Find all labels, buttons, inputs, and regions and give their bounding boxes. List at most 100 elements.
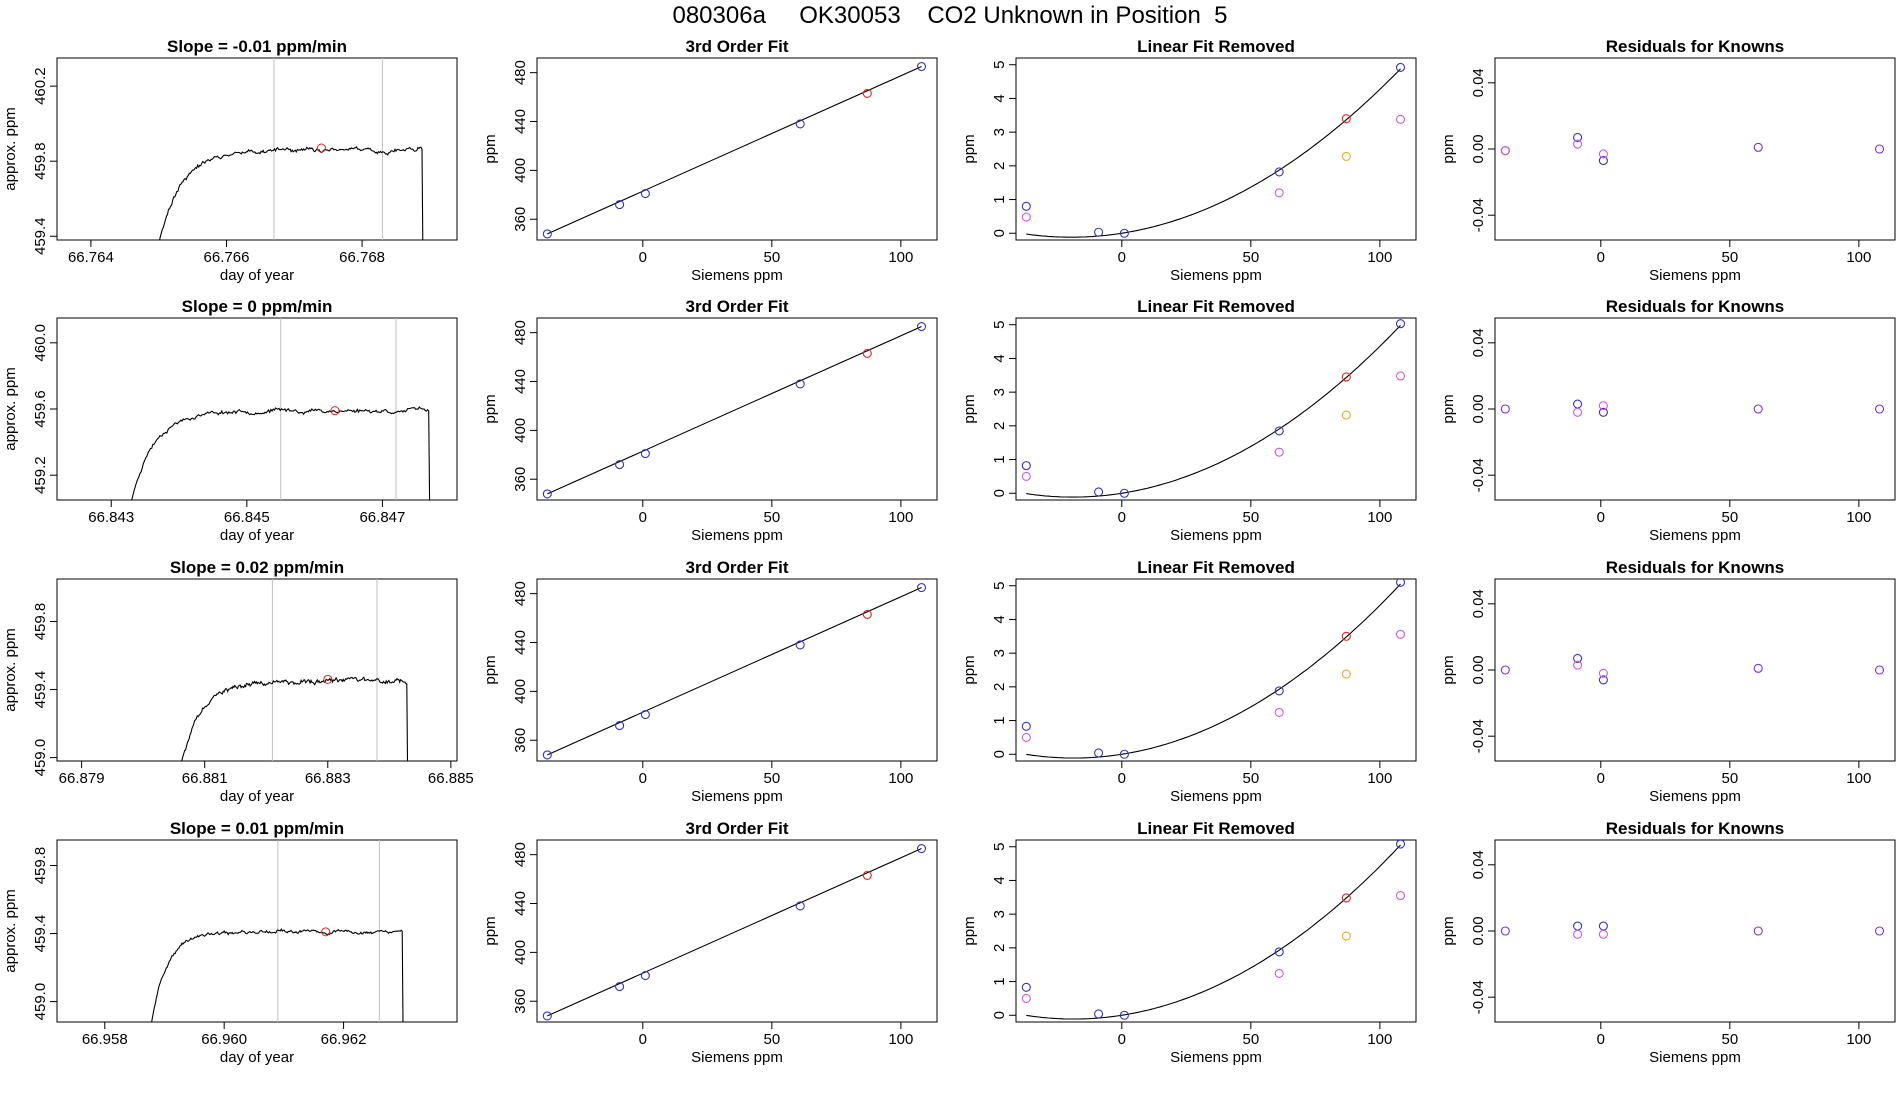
x-axis-label: day of year: [220, 267, 294, 284]
data-point-blue: [916, 844, 927, 854]
data-point-blue: [1598, 921, 1608, 931]
y-tick-label: 1: [991, 977, 1008, 985]
y-tick-label: 400: [512, 940, 529, 965]
data-point-red: [1341, 893, 1351, 903]
x-tick-label: 66.881: [182, 770, 228, 787]
fit-line: [547, 66, 922, 235]
data-point-magenta: [1395, 114, 1406, 124]
y-tick-label: 0.04: [1470, 850, 1487, 879]
data-point-magenta: [1598, 668, 1608, 678]
data-point-purple: [1874, 144, 1885, 154]
concentration-trace: [131, 406, 431, 500]
data-point-blue: [1094, 227, 1104, 237]
x-tick-label: 50: [1721, 509, 1738, 526]
panel-title: Residuals for Knowns: [1606, 37, 1785, 56]
y-tick-label: 5: [991, 843, 1008, 851]
y-axis-label: approx. ppm: [2, 107, 19, 190]
data-layer: [131, 318, 431, 500]
x-tick-label: 0: [639, 1031, 647, 1048]
y-tick-label: 400: [512, 418, 529, 443]
data-point-magenta: [1395, 371, 1406, 381]
panel-linear-fit-removed-row-1: Linear Fit Removed 0 50 100 Siemens ppm 0 1 2 3 4…: [961, 297, 1417, 544]
data-point-red: [862, 870, 872, 880]
y-axis-label: ppm: [482, 394, 499, 423]
x-tick-label: 66.845: [224, 509, 270, 526]
x-tick-label: 50: [1242, 1031, 1259, 1048]
x-tick-label: 66.958: [82, 1031, 128, 1048]
data-point-magenta: [1573, 139, 1583, 149]
y-tick-label: 360: [512, 989, 529, 1014]
x-axis-label: Siemens ppm: [1170, 267, 1262, 284]
y-tick-label: 440: [512, 630, 529, 655]
y-tick-label: 4: [991, 876, 1008, 884]
x-tick-label: 50: [1242, 770, 1259, 787]
x-tick-label: 100: [1846, 509, 1871, 526]
data-point-blue: [1119, 228, 1129, 238]
y-tick-label: 0.04: [1470, 589, 1487, 618]
y-axis-label: ppm: [961, 134, 978, 163]
data-point-blue: [542, 1011, 552, 1021]
data-point-purple: [1753, 926, 1763, 936]
y-axis-label: approx. ppm: [2, 889, 19, 972]
data-point-blue: [1395, 840, 1406, 849]
plot-frame: [1494, 839, 1896, 1023]
data-point-blue: [615, 460, 625, 470]
data-point-blue: [1395, 579, 1406, 587]
y-tick-label: 460.2: [32, 67, 49, 105]
data-point-blue: [795, 119, 805, 129]
plot-frame: [1015, 839, 1417, 1023]
x-axis-label: Siemens ppm: [691, 527, 783, 544]
y-tick-label: -0.04: [1470, 458, 1487, 492]
x-axis-label: Siemens ppm: [691, 1049, 783, 1066]
x-tick-label: 100: [888, 509, 913, 526]
data-point-blue: [615, 721, 625, 731]
x-axis-label: day of year: [220, 788, 294, 805]
plot-frame: [536, 578, 938, 762]
x-tick-label: 66.768: [339, 249, 385, 266]
data-point-magenta: [1500, 146, 1510, 156]
plot-frame: [1494, 317, 1896, 501]
data-point-blue: [1094, 487, 1104, 497]
plot-frame: [1494, 578, 1896, 762]
x-tick-label: 0: [1118, 770, 1126, 787]
data-point-orange: [1341, 669, 1351, 679]
panel-linear-fit-removed-row-0: Linear Fit Removed 0 50 100 Siemens ppm 0 1 2 3 4…: [961, 37, 1417, 284]
x-tick-label: 66.764: [68, 249, 114, 266]
x-tick-label: 0: [1597, 249, 1605, 266]
y-tick-label: 459.4: [32, 671, 49, 709]
data-layer: [542, 62, 927, 239]
panel-title: Linear Fit Removed: [1137, 37, 1295, 56]
data-point-blue: [1573, 132, 1583, 142]
panel-title: Residuals for Knowns: [1606, 297, 1785, 316]
data-point-blue: [1573, 921, 1583, 931]
y-tick-label: 459.8: [32, 847, 49, 885]
fit-line: [547, 326, 922, 495]
x-tick-label: 50: [1242, 509, 1259, 526]
data-layer: [1500, 921, 1885, 939]
x-tick-label: 100: [1846, 770, 1871, 787]
y-tick-label: 0.00: [1470, 134, 1487, 163]
x-axis-label: day of year: [220, 527, 294, 544]
data-point-blue: [1274, 686, 1284, 696]
data-point-blue: [1274, 426, 1284, 436]
x-axis-label: Siemens ppm: [691, 267, 783, 284]
y-tick-label: -0.04: [1470, 198, 1487, 232]
panel-title: Slope = -0.01 ppm/min: [167, 37, 347, 56]
y-tick-label: 459.2: [32, 456, 49, 494]
fit-curve: [1026, 68, 1401, 238]
x-axis-label: Siemens ppm: [1170, 527, 1262, 544]
x-tick-label: 66.960: [201, 1031, 247, 1048]
panel-third-order-fit-row-3: 3rd Order Fit 0 50 100 Siemens ppm 360 400 440 4…: [482, 819, 938, 1066]
x-tick-label: 100: [1367, 249, 1392, 266]
y-tick-label: 2: [991, 944, 1008, 952]
data-point-blue: [1021, 982, 1031, 992]
data-point-magenta: [1021, 732, 1031, 742]
y-tick-label: 5: [991, 321, 1008, 329]
y-axis-label: ppm: [482, 655, 499, 684]
y-axis-label: ppm: [961, 916, 978, 945]
data-point-magenta: [1573, 407, 1583, 417]
x-axis-label: Siemens ppm: [1170, 788, 1262, 805]
data-point-purple: [1874, 665, 1885, 675]
data-point-magenta: [1395, 629, 1406, 639]
